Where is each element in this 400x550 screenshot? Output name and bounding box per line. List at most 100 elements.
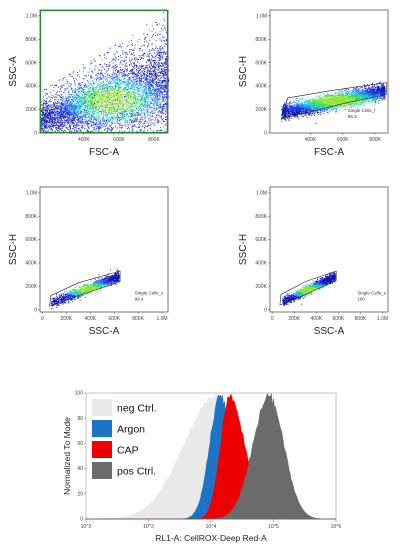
event-dot bbox=[145, 67, 147, 69]
event-dot bbox=[146, 110, 148, 112]
event-dot bbox=[105, 91, 107, 93]
event-dot bbox=[125, 88, 127, 90]
event-dot bbox=[102, 111, 104, 113]
event-dot bbox=[105, 90, 107, 92]
event-dot bbox=[58, 128, 60, 129]
event-dot bbox=[56, 103, 58, 105]
event-dot bbox=[69, 124, 71, 126]
event-dot bbox=[67, 101, 69, 103]
event-dot bbox=[137, 71, 139, 73]
event-dot bbox=[158, 114, 159, 116]
event-dot bbox=[161, 63, 163, 65]
event-dot bbox=[63, 108, 65, 109]
event-dot bbox=[99, 75, 101, 77]
event-dot bbox=[161, 73, 163, 75]
event-dot bbox=[112, 90, 114, 92]
event-dot bbox=[52, 104, 54, 105]
event-dot bbox=[77, 114, 79, 115]
event-dot bbox=[127, 88, 129, 90]
event-dot bbox=[73, 106, 75, 108]
event-dot bbox=[100, 73, 102, 75]
event-dot bbox=[140, 84, 141, 86]
event-dot bbox=[131, 115, 133, 116]
event-dot bbox=[98, 84, 100, 86]
event-dot bbox=[164, 72, 166, 73]
event-dot bbox=[111, 105, 112, 107]
event-dot bbox=[105, 103, 107, 105]
event-dot bbox=[142, 97, 144, 98]
event-dot bbox=[57, 108, 59, 109]
event-dot bbox=[57, 104, 59, 106]
event-dot bbox=[45, 123, 47, 125]
event-dot bbox=[135, 64, 137, 66]
event-dot bbox=[115, 75, 117, 77]
event-dot bbox=[132, 130, 133, 132]
event-dot bbox=[150, 79, 152, 81]
event-dot bbox=[46, 105, 48, 107]
event-dot bbox=[158, 75, 160, 77]
event-dot bbox=[106, 88, 108, 90]
event-dot bbox=[159, 48, 161, 49]
event-dot bbox=[100, 88, 102, 90]
event-dot bbox=[132, 98, 134, 100]
event-dot bbox=[103, 97, 105, 99]
event-dot bbox=[158, 107, 160, 109]
event-dot bbox=[83, 86, 85, 88]
event-dot bbox=[101, 106, 102, 108]
event-dot bbox=[111, 112, 112, 113]
event-dot bbox=[133, 100, 134, 102]
event-dot bbox=[115, 73, 117, 75]
event-dot bbox=[97, 100, 99, 102]
event-dot bbox=[124, 63, 126, 65]
event-dot bbox=[117, 119, 119, 121]
event-dot bbox=[46, 121, 48, 123]
event-dot bbox=[149, 120, 151, 122]
event-dot bbox=[137, 107, 139, 109]
event-dot bbox=[62, 115, 64, 117]
event-dot bbox=[164, 103, 166, 105]
event-dot bbox=[151, 89, 153, 91]
event-dot bbox=[80, 118, 82, 120]
event-dot bbox=[145, 97, 146, 98]
event-dot bbox=[154, 67, 156, 69]
event-dot bbox=[157, 78, 159, 80]
event-dot bbox=[67, 106, 69, 108]
event-dot bbox=[89, 94, 91, 96]
event-dot bbox=[167, 85, 169, 87]
event-dot bbox=[148, 87, 150, 89]
event-dot bbox=[125, 94, 126, 96]
event-dot bbox=[108, 97, 110, 99]
event-dot bbox=[93, 103, 95, 105]
event-dot bbox=[159, 130, 161, 131]
event-dot bbox=[145, 36, 147, 38]
event-dot bbox=[102, 108, 104, 110]
event-dot bbox=[102, 105, 104, 107]
event-dot bbox=[148, 93, 149, 95]
event-dot bbox=[117, 120, 119, 122]
event-dot bbox=[60, 110, 62, 112]
event-dot bbox=[156, 130, 158, 132]
event-dot bbox=[160, 92, 162, 94]
event-dot bbox=[165, 88, 167, 90]
event-dot bbox=[164, 51, 166, 53]
event-dot bbox=[156, 114, 158, 116]
event-dot bbox=[85, 105, 87, 107]
event-dot bbox=[123, 81, 124, 83]
event-dot bbox=[135, 85, 136, 87]
event-dot bbox=[72, 111, 74, 113]
event-dot bbox=[129, 83, 131, 84]
event-dot bbox=[109, 106, 111, 107]
event-dot bbox=[80, 100, 82, 102]
event-dot bbox=[113, 82, 115, 83]
event-dot bbox=[66, 108, 67, 110]
event-dot bbox=[92, 122, 94, 123]
event-dot bbox=[103, 84, 105, 86]
event-dot bbox=[147, 69, 149, 71]
event-dot bbox=[154, 89, 156, 91]
event-dot bbox=[100, 73, 102, 75]
event-dot bbox=[113, 110, 115, 112]
event-dot bbox=[45, 110, 47, 112]
event-dot bbox=[50, 106, 52, 108]
event-dot bbox=[158, 89, 159, 91]
event-dot bbox=[149, 101, 151, 103]
